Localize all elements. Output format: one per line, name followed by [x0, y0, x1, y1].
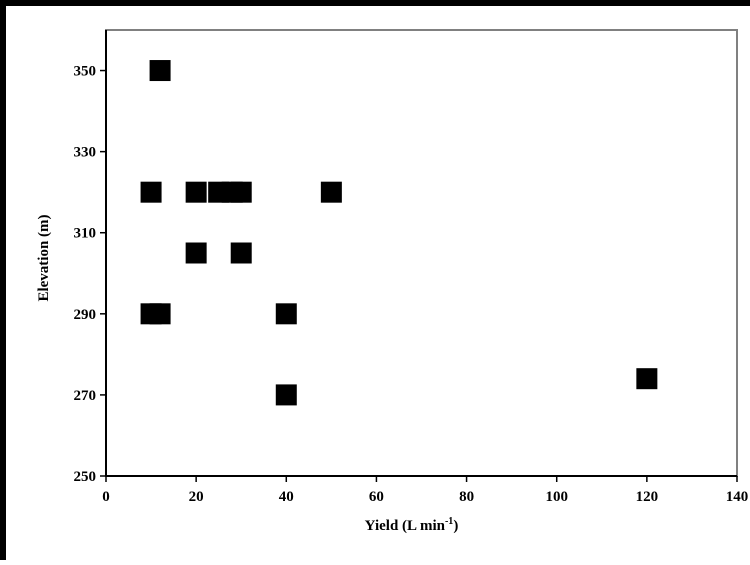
- x-axis-label-main: Yield (L min: [365, 518, 446, 534]
- y-axis-label: Elevation (m): [36, 214, 52, 301]
- data-point: [230, 181, 252, 203]
- x-tick-label: 80: [459, 489, 474, 505]
- data-point: [140, 181, 162, 203]
- x-axis-label-superscript: -1: [445, 516, 453, 527]
- x-tick-label: 20: [189, 489, 204, 505]
- y-tick-label: 330: [74, 145, 97, 161]
- data-point: [149, 303, 171, 325]
- plot-frame: [105, 29, 738, 477]
- y-tick-label: 350: [74, 64, 97, 80]
- data-point: [636, 368, 658, 390]
- y-tick-label: 270: [74, 388, 97, 404]
- x-tick-label: 120: [636, 489, 659, 505]
- x-tick-label: 60: [369, 489, 384, 505]
- x-tick-label: 100: [545, 489, 568, 505]
- y-tick-label: 250: [74, 469, 97, 485]
- data-point: [275, 303, 297, 325]
- x-axis-label-suffix: ): [453, 518, 458, 534]
- x-axis: 0 20 40 60 80 100 120 140: [102, 475, 749, 505]
- data-point: [149, 60, 171, 82]
- y-tick-label: 290: [74, 307, 97, 323]
- data-points: [140, 60, 658, 406]
- y-axis: 250 270 290 310 330 350: [74, 30, 107, 485]
- x-tick-label: 40: [279, 489, 294, 505]
- data-point: [275, 384, 297, 406]
- data-point: [185, 181, 207, 203]
- x-tick-label: 140: [726, 489, 749, 505]
- data-point: [320, 181, 342, 203]
- y-tick-label: 310: [74, 226, 97, 242]
- x-tick-label: 0: [102, 489, 110, 505]
- x-axis-label: Yield (L min-1): [365, 516, 459, 534]
- data-point: [230, 242, 252, 264]
- data-point: [185, 242, 207, 264]
